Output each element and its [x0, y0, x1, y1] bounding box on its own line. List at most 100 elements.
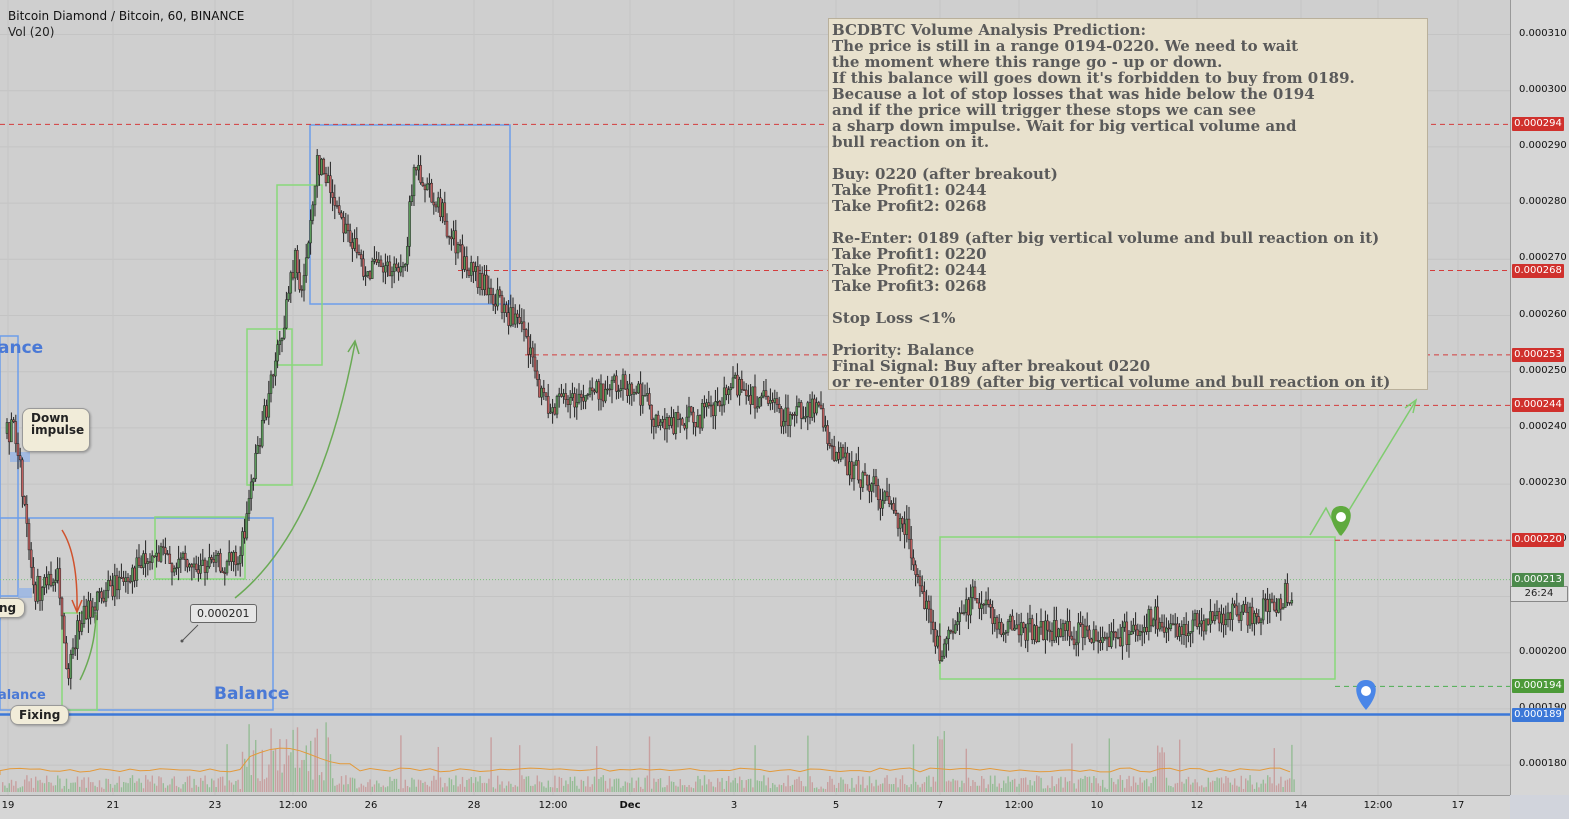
volume-bar — [948, 780, 950, 792]
volume-bar — [10, 779, 13, 792]
volume-bar — [802, 786, 805, 792]
candle-body — [841, 447, 845, 458]
candle-body — [1138, 631, 1142, 636]
candle-body — [203, 559, 207, 573]
candle-body — [78, 620, 81, 632]
volume-bar — [1280, 776, 1282, 792]
candle-body — [782, 421, 785, 427]
volume-bar — [173, 776, 175, 792]
volume-bar — [893, 784, 895, 792]
candle-body — [1055, 620, 1058, 638]
candle-body — [1070, 635, 1074, 640]
candle-body — [1195, 613, 1199, 627]
target-pin-hole — [1336, 512, 1346, 522]
volume-bar — [1176, 782, 1179, 792]
candle-body — [82, 605, 86, 624]
volume-bar — [1038, 776, 1040, 792]
volume-bar — [105, 778, 107, 792]
volume-bar — [189, 775, 191, 792]
note-body: BCDBTC Volume Analysis Prediction: The pr… — [832, 22, 1424, 390]
candle-body — [1268, 598, 1272, 612]
volume-bar — [426, 784, 428, 792]
candle-body — [1112, 631, 1115, 633]
candle-body — [168, 553, 172, 564]
candle-body — [786, 407, 790, 426]
volume-bar — [930, 786, 932, 792]
candle-body — [1028, 618, 1032, 625]
candle-body — [925, 600, 928, 609]
volume-bar — [19, 787, 21, 792]
volume-bar — [1260, 783, 1262, 792]
candle-body — [865, 474, 869, 486]
volume-bar — [1014, 778, 1016, 792]
candle-body — [183, 552, 187, 560]
candle-body — [725, 387, 728, 396]
volume-bar — [327, 737, 329, 792]
volume-bar — [926, 776, 928, 792]
candle-body — [824, 425, 827, 428]
volume-bar — [299, 767, 301, 792]
volume-bar — [1104, 787, 1106, 792]
candle-body — [971, 586, 975, 598]
volume-bar — [1236, 785, 1238, 792]
candle-body — [1081, 624, 1085, 638]
volume-bar — [1025, 777, 1027, 792]
volume-bar — [811, 782, 813, 792]
volume-bar — [420, 780, 422, 792]
volume-bar — [74, 782, 76, 792]
volume-bar — [48, 782, 50, 792]
price-axis[interactable]: 0.000310 0.000300 0.000290 0.000280 0.000270… — [1510, 0, 1569, 795]
analysis-note[interactable]: BCDBTC Volume Analysis Prediction: The pr… — [828, 18, 1428, 390]
green-box — [154, 516, 246, 580]
volume-bar — [996, 786, 998, 792]
candle-body — [406, 246, 409, 265]
candle-body — [1167, 627, 1170, 630]
candle-body — [751, 386, 755, 405]
time-tick-label: 21 — [106, 800, 120, 811]
candle-body — [887, 496, 891, 504]
balance-box-0 — [0, 335, 19, 597]
candle-body — [942, 643, 946, 657]
candle-body — [1261, 598, 1265, 621]
volume-bar — [767, 777, 769, 792]
candle-body — [175, 567, 178, 569]
candle-body — [98, 591, 101, 593]
time-axis[interactable]: 19 21 23 12:00 26 28 12:00 Dec 3 5 7 12:00 10 12 14 12:… — [0, 795, 1510, 819]
volume-bar — [131, 775, 134, 792]
volume-bar — [138, 778, 140, 792]
ng-bubble[interactable]: ng — [0, 598, 26, 618]
down-impulse-bubble[interactable]: Down impulse — [22, 408, 90, 452]
candle-body — [696, 415, 700, 428]
candle-body — [709, 404, 713, 407]
candle-body — [225, 561, 229, 574]
candle-body — [146, 561, 150, 564]
candle-body — [71, 647, 75, 655]
volume-bar — [629, 783, 631, 792]
volume-bar — [123, 782, 125, 792]
fixing-bubble[interactable]: Fixing — [10, 705, 70, 725]
candle-body — [868, 484, 871, 492]
candle-body — [256, 445, 260, 454]
price-tag: 0.000213 — [1512, 572, 1564, 587]
volume-bar — [81, 779, 83, 792]
candle-body — [958, 612, 961, 622]
volume-bar — [1108, 738, 1110, 792]
candle-body — [1085, 625, 1089, 631]
volume-bar — [213, 780, 215, 792]
candle-body — [216, 553, 220, 556]
volume-bar — [1121, 779, 1124, 792]
candle-body — [762, 390, 766, 397]
volume-bar — [723, 788, 725, 792]
candle-body — [1022, 622, 1025, 629]
volume-bar — [970, 786, 972, 792]
candle-body — [150, 555, 154, 563]
ng-text: ng — [0, 601, 17, 615]
volume-bar — [1245, 778, 1247, 792]
candle-body — [744, 389, 748, 396]
volume-bar — [1234, 778, 1236, 792]
candle-body — [124, 577, 128, 582]
volume-bar — [965, 748, 967, 792]
price-callout[interactable]: 0.000201 — [190, 604, 257, 623]
volume-bar — [600, 777, 602, 792]
volume-bar — [875, 779, 877, 792]
